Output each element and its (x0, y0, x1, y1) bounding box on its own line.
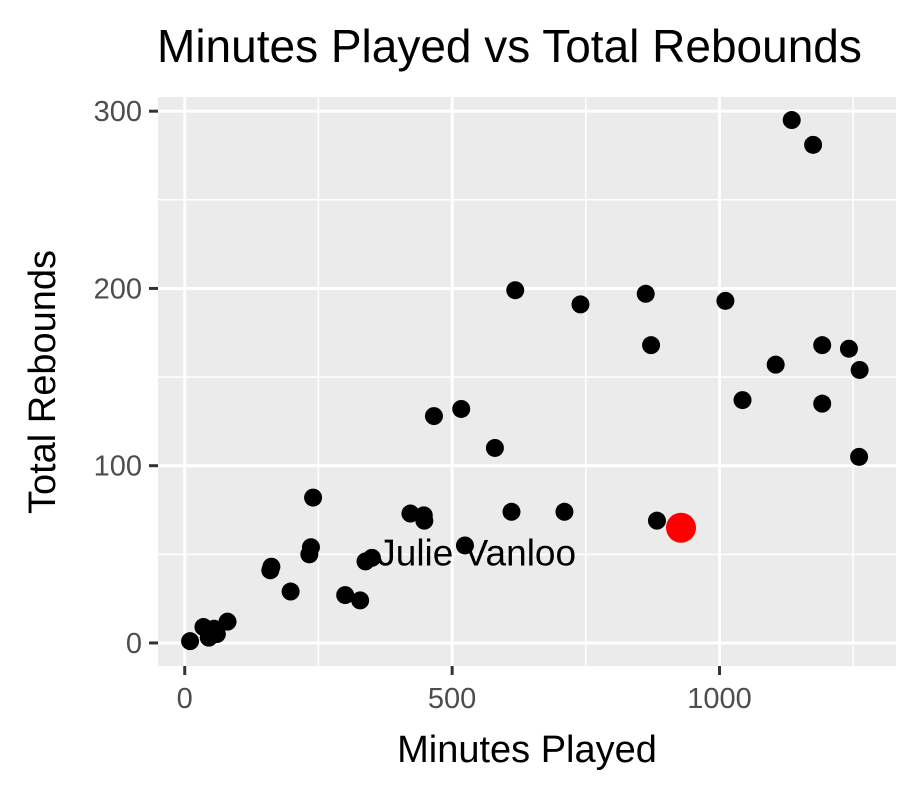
data-point (502, 502, 521, 521)
data-point (218, 612, 237, 631)
major-gridlines (158, 97, 896, 666)
data-point (766, 355, 785, 374)
data-point (181, 632, 200, 651)
data-point (485, 438, 504, 457)
data-point (362, 548, 381, 567)
data-point (804, 135, 823, 154)
data-point (733, 391, 752, 410)
x-tick-label: 0 (177, 683, 193, 715)
x-tick-label: 1000 (687, 683, 752, 715)
data-point (850, 447, 869, 466)
data-point (281, 582, 300, 601)
x-axis-label: Minutes Played (397, 729, 657, 771)
y-tick-label: 0 (126, 628, 142, 660)
plot-panel (158, 97, 896, 666)
data-point (401, 504, 420, 523)
y-tick-label: 200 (94, 273, 142, 305)
data-point (506, 281, 525, 300)
data-point (642, 336, 661, 355)
data-point (555, 502, 574, 521)
chart-title: Minutes Played vs Total Rebounds (157, 20, 862, 72)
y-axis-label: Total Rebounds (22, 250, 64, 514)
highlight-layer (666, 512, 697, 543)
data-point (571, 295, 590, 314)
annotation-label: Julie Vanloo (377, 533, 576, 574)
data-point (262, 557, 281, 576)
x-tick-label: 500 (428, 683, 476, 715)
y-axis: 0 100 200 300 (94, 96, 158, 660)
minor-gridlines (158, 97, 896, 666)
highlighted-point (666, 512, 697, 543)
x-axis: 0 500 1000 (177, 666, 752, 715)
data-point (301, 538, 320, 557)
data-point (839, 339, 858, 358)
y-tick-label: 100 (94, 451, 142, 483)
data-point (304, 488, 323, 507)
data-point (647, 511, 666, 530)
data-point (351, 591, 370, 610)
data-points (181, 111, 869, 651)
data-point (415, 511, 434, 530)
data-point (207, 625, 226, 644)
data-point (716, 291, 735, 310)
data-point (850, 360, 869, 379)
data-point (636, 284, 655, 303)
data-point (782, 111, 801, 130)
data-point (455, 536, 474, 555)
data-point (336, 586, 355, 605)
y-tick-label: 300 (94, 96, 142, 128)
data-point (813, 336, 832, 355)
data-point (452, 399, 471, 418)
data-point (424, 407, 443, 426)
data-point (813, 394, 832, 413)
